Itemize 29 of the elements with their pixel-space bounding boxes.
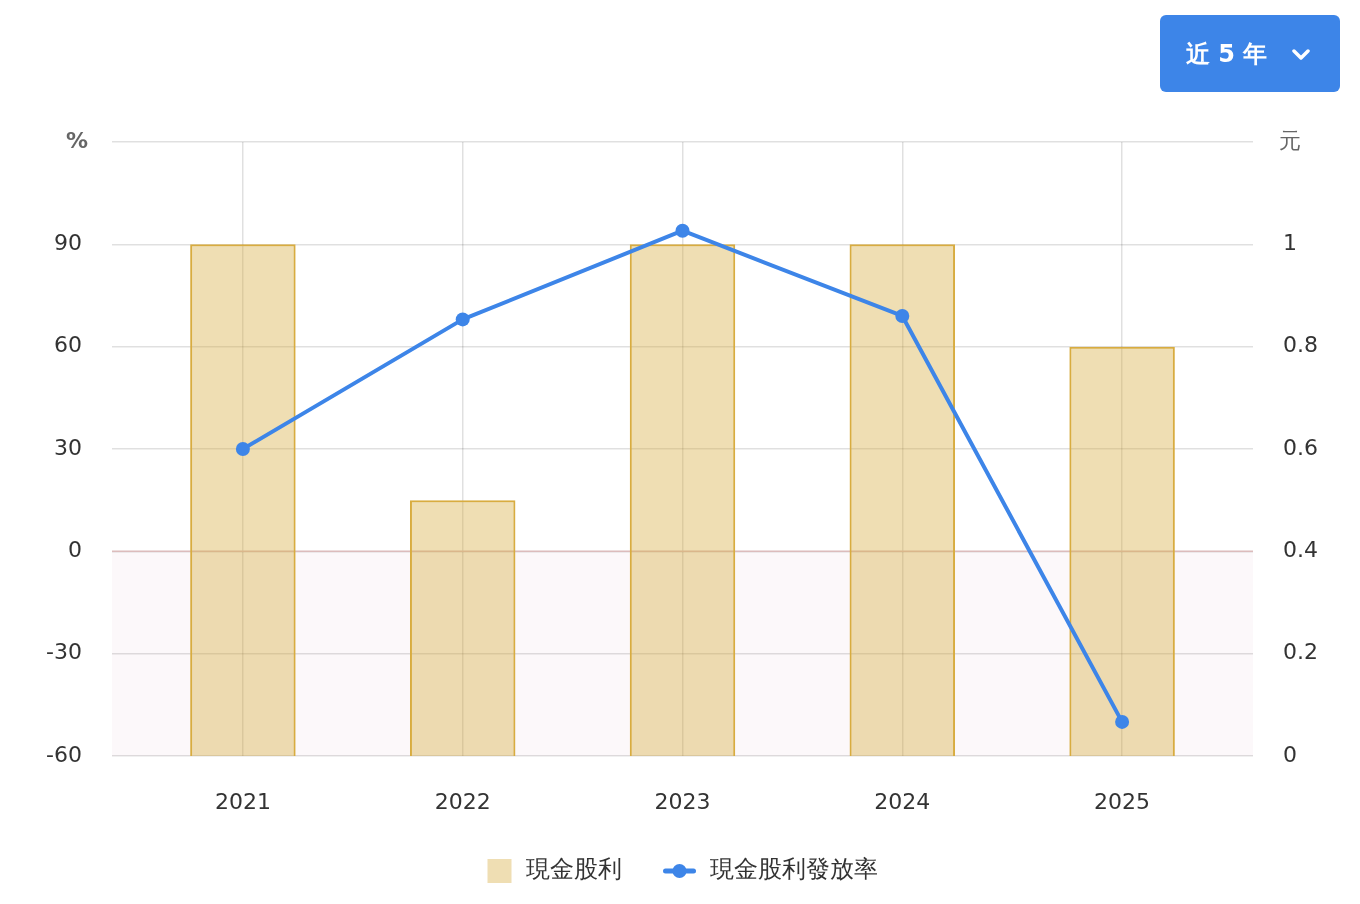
y-tick-label: 60 [54,332,82,358]
y2-tick-label: 1 [1283,230,1297,256]
x-tick-label: 2024 [874,788,931,814]
bar [629,244,736,756]
y-axis-title: % [65,127,88,153]
y2-tick-label: 0.8 [1283,332,1318,358]
y2-tick-label: 0.2 [1283,639,1318,665]
y2-axis-title: 元 [1279,127,1301,153]
dropdown-button: 近 5 年 [1160,15,1340,92]
bar [409,500,516,756]
y-tick-label: 90 [54,230,82,256]
point [235,442,250,456]
x-tick-label: 2022 [434,788,491,814]
point [455,312,470,327]
y-tick-label: 30 [54,434,82,460]
y2-tick-label: 0.6 [1283,434,1318,460]
y2-tick-label: 0 [1283,741,1297,767]
x-tick-label: 2021 [214,788,271,814]
point [1115,714,1130,729]
x-tick-label: 2023 [654,788,711,814]
legend-label: 現金股利 [525,855,622,884]
point [895,308,910,323]
point [675,223,690,238]
y-tick-label: 0 [68,537,82,563]
y-tick-label: -30 [46,639,82,665]
y-tick-label: -60 [46,741,82,767]
y2-tick-label: 0.4 [1283,537,1318,563]
x-tick-label: 2025 [1094,788,1151,814]
legend-label: 現金股利發放率 [709,855,878,884]
